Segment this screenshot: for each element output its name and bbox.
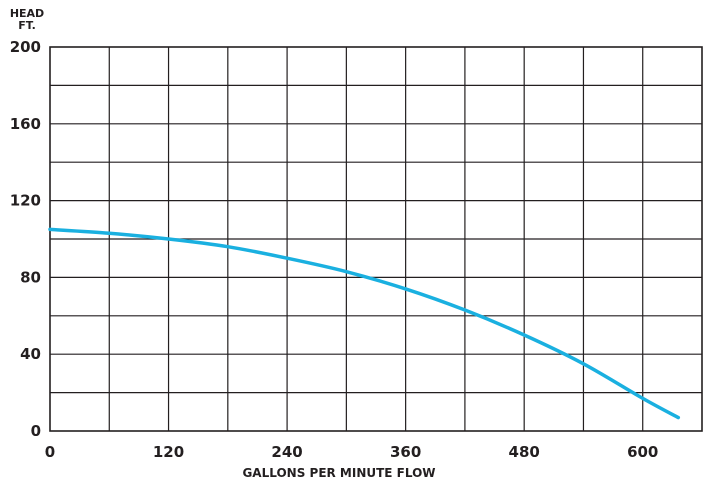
x-tick-label: 0 (45, 443, 55, 461)
y-tick-label: 80 (20, 268, 41, 286)
x-tick-label: 360 (390, 443, 421, 461)
x-tick-label: 600 (627, 443, 658, 461)
y-tick-label: 120 (10, 192, 41, 210)
grid-lines (50, 47, 702, 431)
y-tick-labels: 0 40 80 120 160 200 (10, 38, 41, 440)
y-tick-label: 200 (10, 38, 41, 56)
y-tick-label: 0 (31, 422, 41, 440)
y-axis-label-line-2: FT. (18, 19, 36, 32)
plot-frame (49, 46, 703, 432)
x-tick-label: 120 (153, 443, 184, 461)
y-tick-label: 160 (10, 115, 41, 133)
x-tick-label: 480 (509, 443, 540, 461)
x-tick-labels: 0 120 240 360 480 600 (45, 443, 659, 461)
x-tick-label: 240 (271, 443, 302, 461)
y-tick-label: 40 (20, 345, 41, 363)
y-axis-label-line-1: HEAD (10, 7, 44, 20)
x-axis-label: GALLONS PER MINUTE FLOW (242, 466, 435, 480)
performance-curve (48, 227, 681, 420)
